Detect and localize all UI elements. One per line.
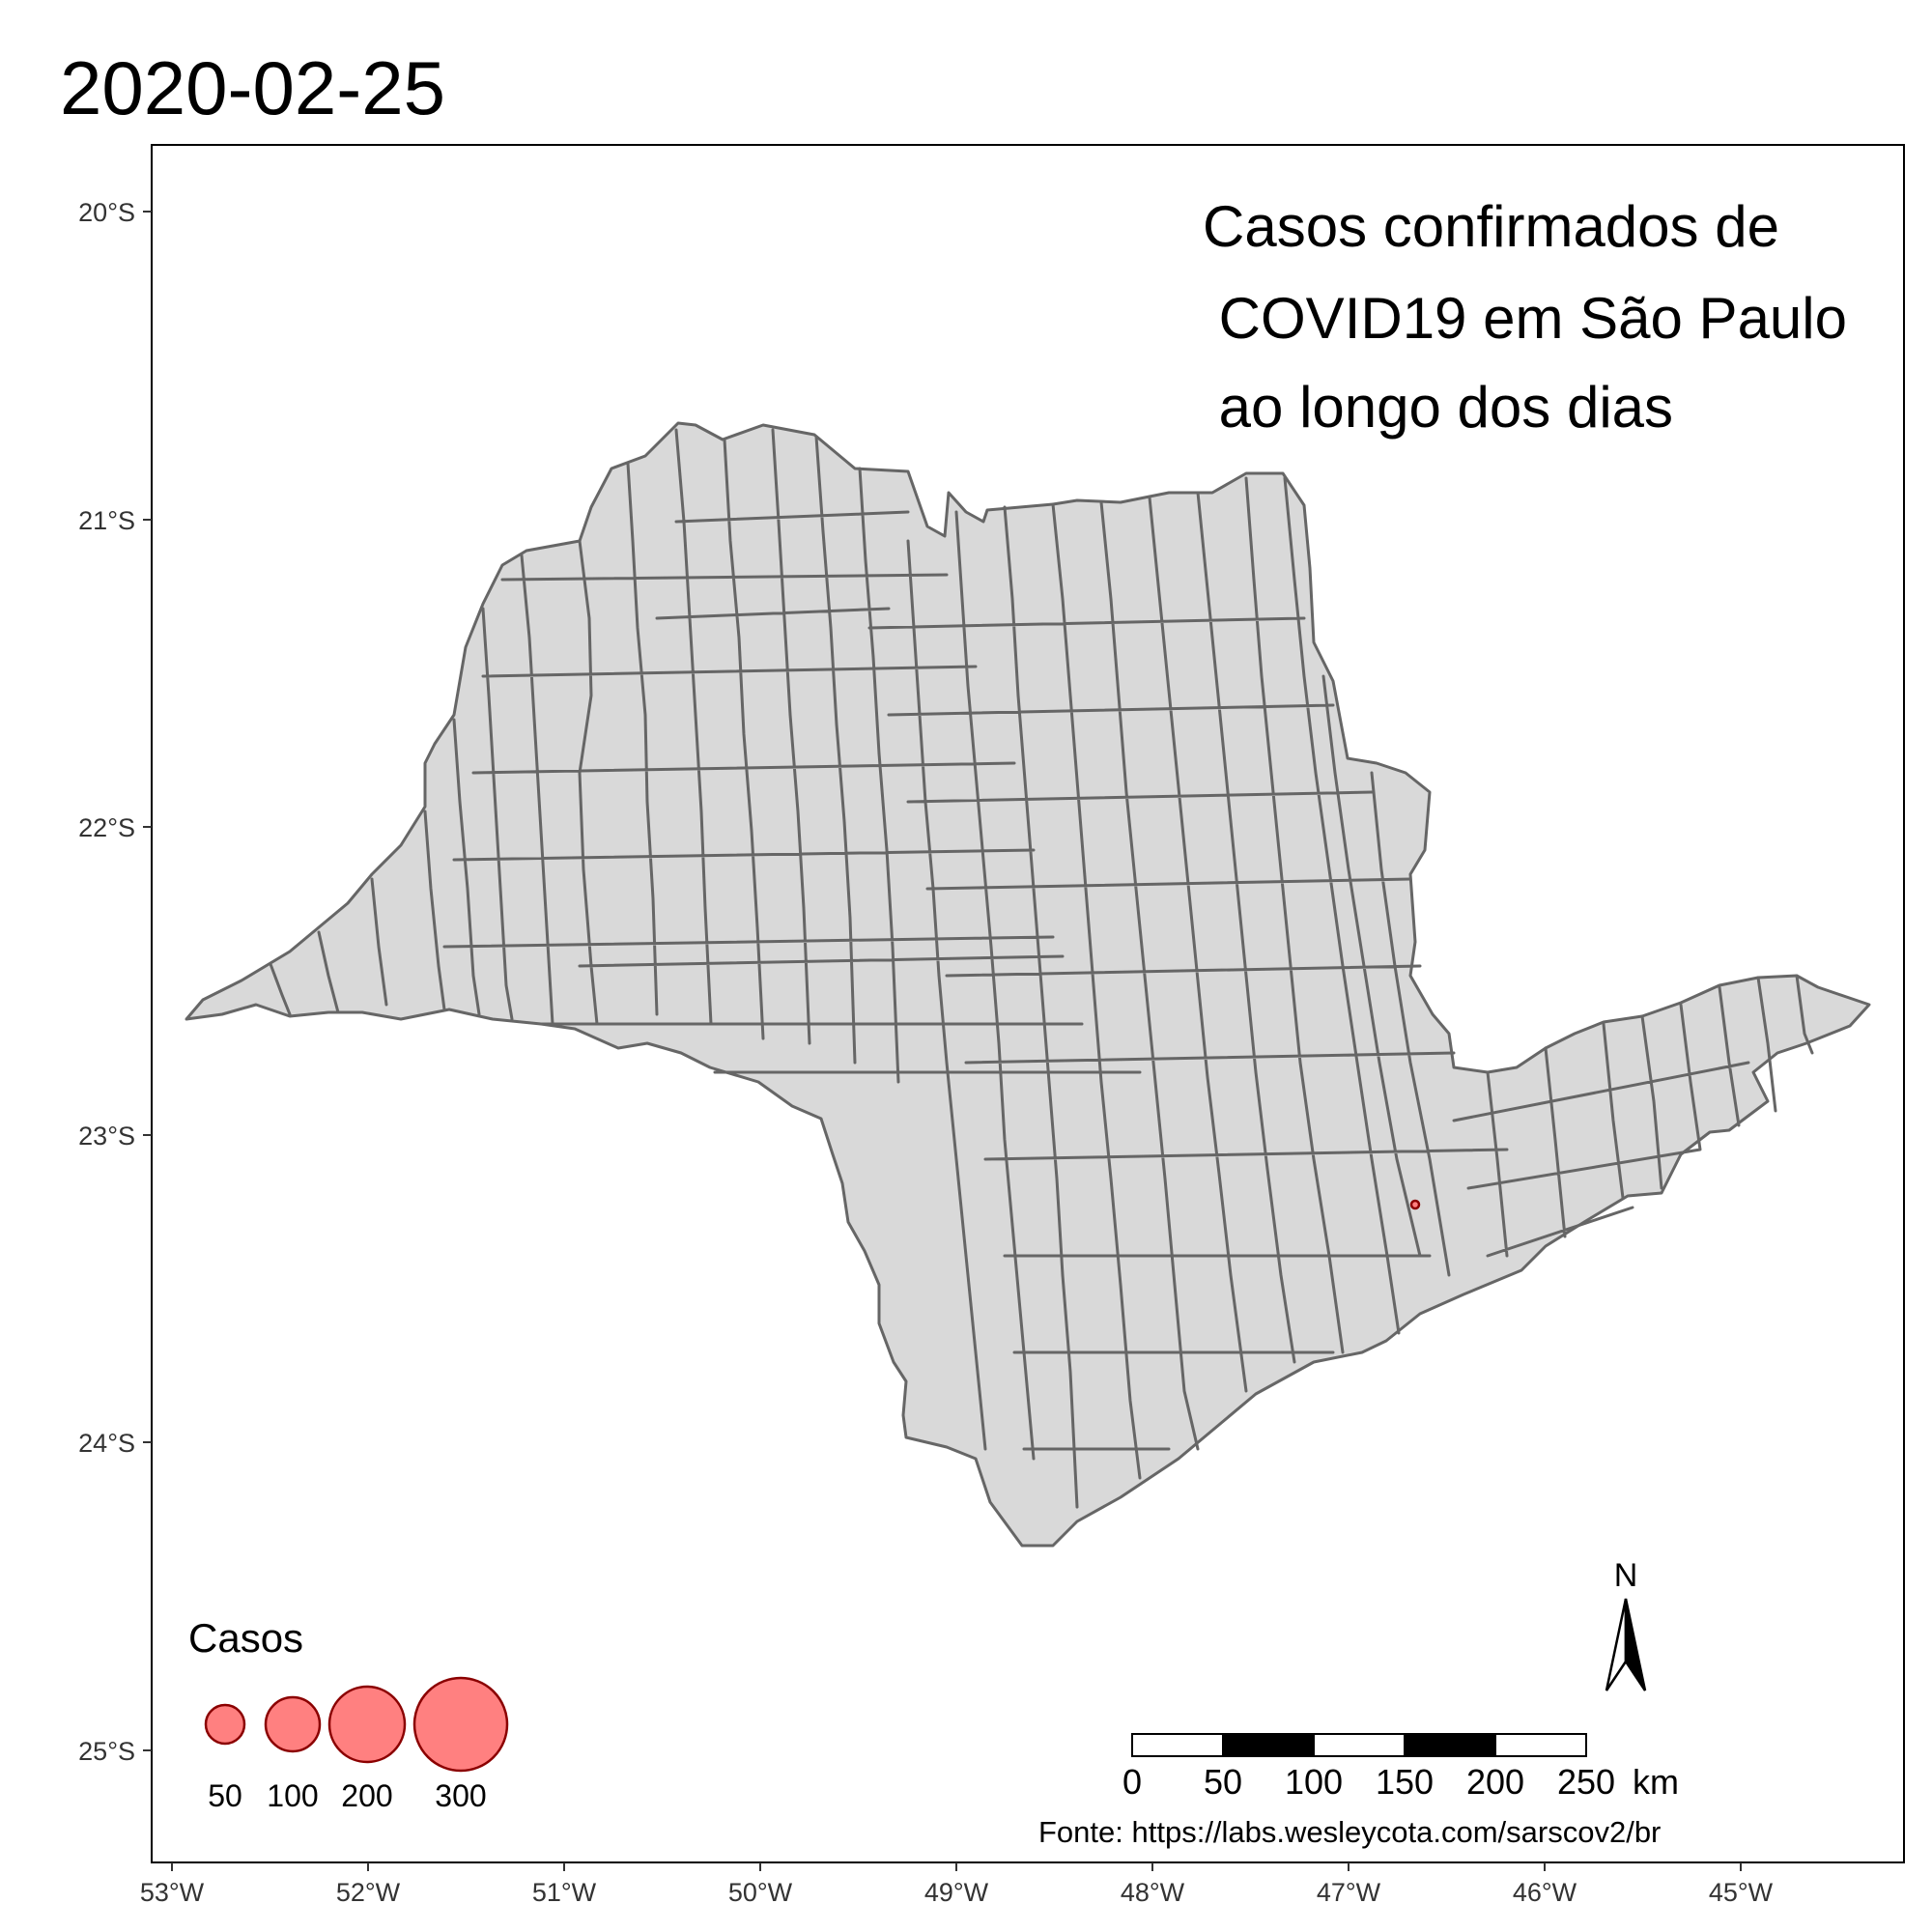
- legend-label: 200: [341, 1778, 392, 1813]
- x-tick-label: 52°W: [336, 1878, 401, 1907]
- scale-unit: km: [1633, 1762, 1679, 1802]
- x-tick-label: 50°W: [728, 1878, 793, 1907]
- scale-segment: [1131, 1733, 1224, 1757]
- annotation-line: COVID19 em São Paulo: [1203, 286, 1847, 351]
- x-tick-label: 51°W: [532, 1878, 597, 1907]
- x-tick-label: 48°W: [1121, 1878, 1185, 1907]
- x-axis: 53°W 52°W 51°W 50°W 49°W 48°W 47°W 46°W …: [140, 1862, 1774, 1907]
- annotation-line: Casos confirmados de: [1203, 194, 1779, 259]
- y-tick-label: 21°S: [78, 506, 135, 535]
- date-title: 2020-02-25: [60, 45, 445, 130]
- y-tick-label: 20°S: [78, 198, 135, 227]
- x-tick-label: 47°W: [1317, 1878, 1381, 1907]
- y-axis: 20°S 21°S 22°S 23°S 24°S 25°S: [78, 198, 152, 1766]
- annotation-line: ao longo dos dias: [1203, 375, 1673, 440]
- scale-segment: [1313, 1733, 1406, 1757]
- legend-label: 100: [267, 1778, 318, 1813]
- scale-label: 200: [1466, 1762, 1524, 1802]
- scale-bar: 0 50 100 150 200 250 km: [1122, 1733, 1679, 1802]
- legend-bubble-100: [264, 1695, 322, 1753]
- scale-label: 100: [1285, 1762, 1343, 1802]
- case-bubble-sao-paulo: [1409, 1199, 1421, 1210]
- municipal-boundaries: [269, 428, 1814, 1509]
- scale-label: 250: [1557, 1762, 1615, 1802]
- x-tick-label: 49°W: [924, 1878, 989, 1907]
- legend-label: 50: [208, 1778, 242, 1813]
- north-arrow-right-half: [1624, 1598, 1647, 1691]
- x-tick-label: 45°W: [1709, 1878, 1774, 1907]
- state-sao-paulo: [185, 421, 1871, 1548]
- y-tick-label: 25°S: [78, 1737, 135, 1766]
- y-tick-label: 22°S: [78, 813, 135, 842]
- y-tick-label: 23°S: [78, 1122, 135, 1151]
- scale-label: 150: [1376, 1762, 1434, 1802]
- scale-segment: [1494, 1733, 1587, 1757]
- legend-bubble-50: [204, 1703, 246, 1746]
- north-arrow: N: [1605, 1557, 1647, 1691]
- x-tick-label: 53°W: [140, 1878, 205, 1907]
- source-text: Fonte: https://labs.wesleycota.com/sarsc…: [1038, 1815, 1661, 1849]
- legend-bubble-300: [412, 1676, 509, 1773]
- legend-bubble-200: [327, 1685, 407, 1764]
- north-label: N: [1614, 1557, 1638, 1594]
- y-tick-label: 24°S: [78, 1429, 135, 1458]
- scale-segment: [1222, 1733, 1315, 1757]
- size-legend: Casos 50 100 200 300: [188, 1615, 509, 1813]
- legend-title: Casos: [188, 1615, 303, 1661]
- scale-label: 0: [1122, 1762, 1142, 1802]
- map-annotation: Casos confirmados de COVID19 em São Paul…: [1203, 194, 1847, 440]
- scale-segment: [1404, 1733, 1496, 1757]
- scale-label: 50: [1204, 1762, 1242, 1802]
- x-tick-label: 46°W: [1513, 1878, 1577, 1907]
- legend-label: 300: [435, 1778, 486, 1813]
